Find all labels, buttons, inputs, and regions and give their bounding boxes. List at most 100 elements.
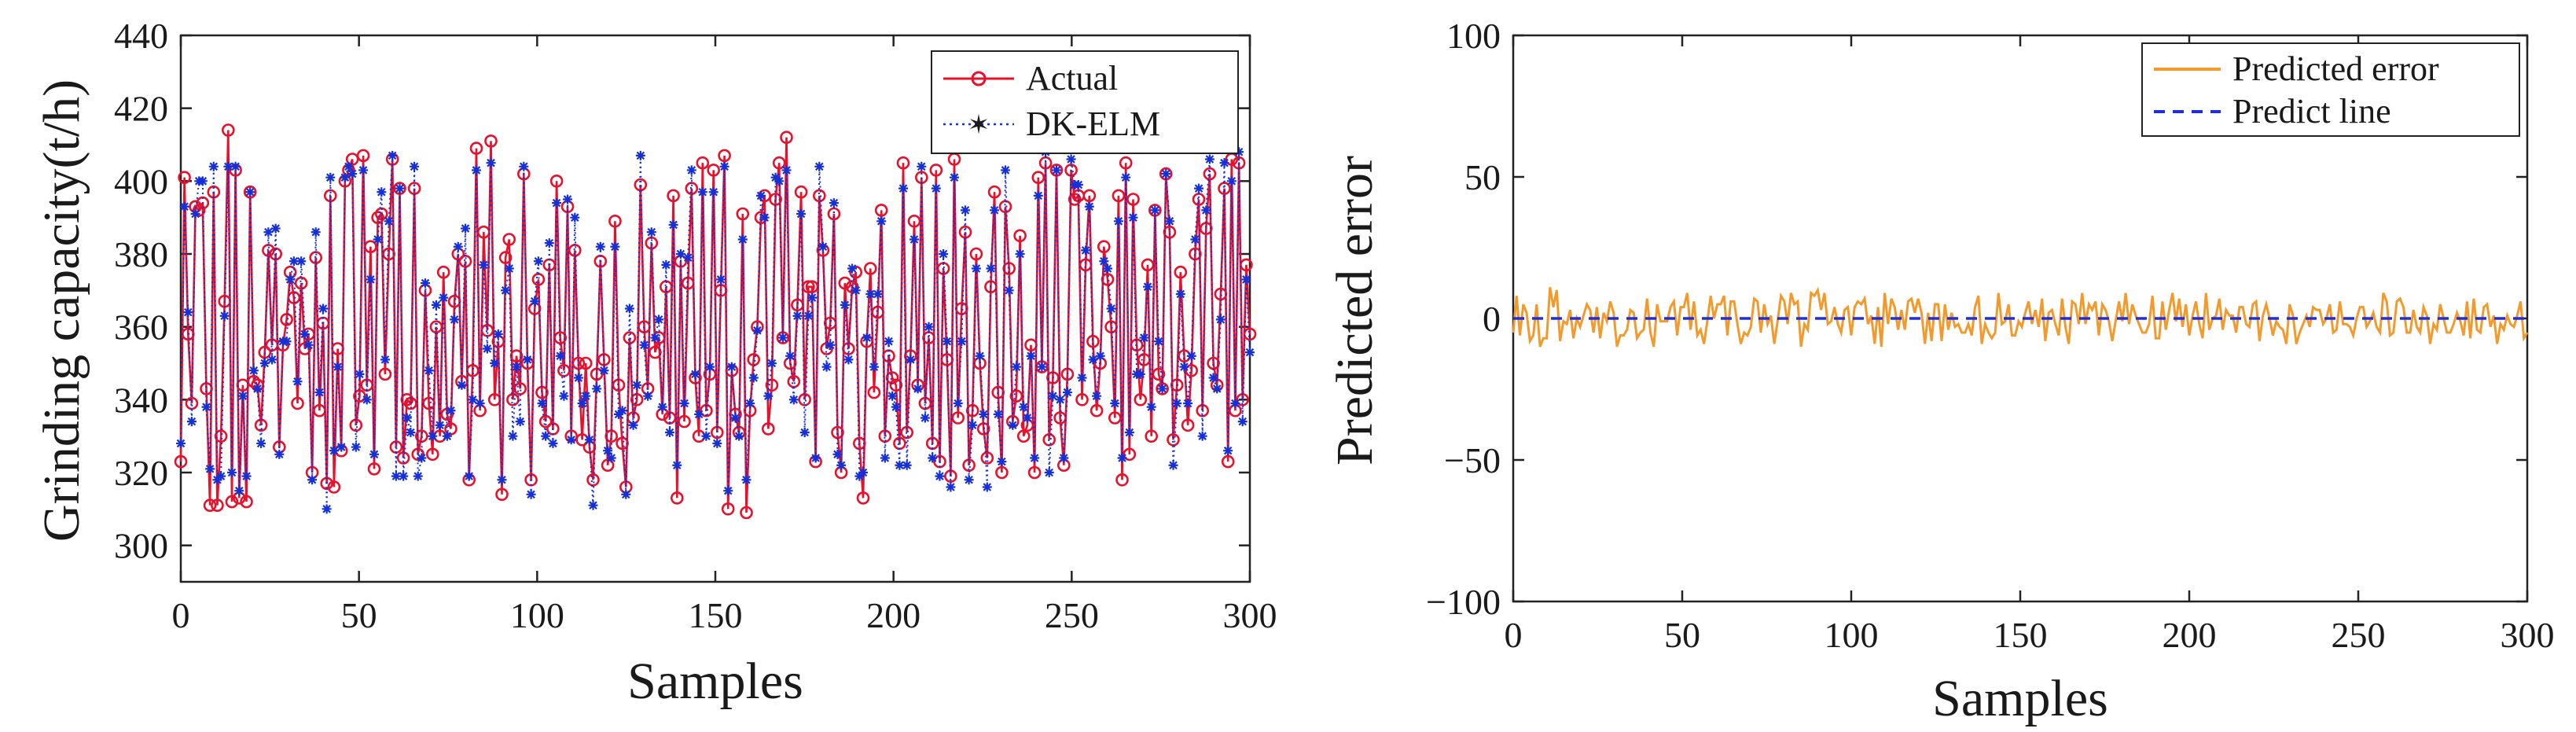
dk-elm-point <box>599 366 609 376</box>
left-ytick-label: 320 <box>114 453 168 493</box>
dk-elm-point <box>1128 212 1138 223</box>
dk-elm-point <box>530 296 540 307</box>
actual-point <box>436 265 450 279</box>
dk-elm-point <box>439 292 449 303</box>
dk-elm-point <box>464 471 474 481</box>
dk-elm-point <box>825 340 836 350</box>
actual-point <box>649 345 662 359</box>
right-ytick-label: 100 <box>1446 16 1501 56</box>
actual-point <box>214 429 228 443</box>
dk-elm-point <box>766 359 777 368</box>
actual-point <box>787 374 801 388</box>
actual-point <box>1163 225 1177 239</box>
legend-actual-label: Actual <box>1026 59 1118 97</box>
dk-elm-point <box>788 395 799 405</box>
dk-elm-point <box>226 468 237 477</box>
dk-elm-point <box>679 398 689 408</box>
dk-elm-point <box>1201 205 1211 215</box>
dk-elm-point <box>223 161 233 171</box>
dk-elm-point <box>296 256 307 267</box>
left-legend-box <box>931 50 1239 154</box>
dk-elm-point <box>533 256 543 267</box>
dk-elm-point <box>887 391 898 401</box>
dk-elm-point <box>1164 216 1174 226</box>
dk-elm-point <box>624 303 634 314</box>
dk-elm-point <box>493 329 503 339</box>
dk-elm-point <box>336 442 347 452</box>
actual-point <box>371 211 384 225</box>
dk-elm-point <box>186 417 197 427</box>
dk-elm-point <box>413 471 423 481</box>
actual-point <box>987 185 1001 199</box>
dk-elm-point <box>777 333 788 343</box>
dk-elm-point <box>1168 460 1178 470</box>
dk-elm-point <box>829 198 839 208</box>
actual-point <box>200 382 213 395</box>
actual-point <box>498 251 513 264</box>
dk-elm-point <box>588 500 598 510</box>
right-ytick-label: −100 <box>1426 582 1501 622</box>
actual-point <box>980 451 994 465</box>
dk-elm-point <box>1208 373 1218 383</box>
dk-elm-point <box>1161 169 1171 179</box>
dk-elm-point <box>395 183 405 193</box>
dk-elm-point <box>1226 176 1237 186</box>
dk-elm-point <box>920 413 930 423</box>
dk-elm-point <box>964 475 974 485</box>
dk-elm-point <box>406 428 416 438</box>
actual-point <box>447 294 461 308</box>
dk-elm-point <box>891 402 901 412</box>
actual-point <box>280 313 293 326</box>
actual-point <box>995 465 1009 480</box>
dk-elm-point <box>329 446 339 456</box>
dk-elm-point <box>322 504 332 514</box>
dk-elm-point <box>201 402 211 412</box>
dk-elm-point <box>621 489 631 499</box>
dk-elm-point <box>307 475 318 485</box>
dk-elm-point <box>1237 417 1248 427</box>
actual-point <box>608 214 622 228</box>
dk-elm-point <box>697 187 707 197</box>
right-legend: Predicted error Predict line <box>2141 42 2520 137</box>
dk-elm-point <box>810 453 821 463</box>
actual-point <box>400 392 414 406</box>
actual-point <box>364 240 377 254</box>
dk-elm-point <box>205 464 215 474</box>
dk-elm-point <box>519 161 529 171</box>
dk-elm-point <box>968 420 978 430</box>
dk-elm-point <box>318 303 329 314</box>
dk-elm-point <box>230 161 241 171</box>
dk-elm-point <box>1037 362 1047 372</box>
actual-point <box>856 491 870 505</box>
dk-elm-point <box>785 351 796 361</box>
dk-elm-point <box>650 333 660 343</box>
dk-elm-point <box>435 420 445 430</box>
right-xtick-label: 0 <box>1505 615 1523 655</box>
dk-elm-point <box>299 329 310 339</box>
actual-point <box>1119 156 1133 170</box>
dk-elm-point <box>380 355 390 365</box>
dk-elm-point <box>402 413 412 423</box>
actual-point <box>378 367 392 381</box>
actual-point <box>221 123 235 137</box>
dk-elm-point <box>924 322 934 332</box>
actual-point <box>670 491 684 505</box>
actual-point <box>1221 454 1235 469</box>
dk-elm-point <box>552 198 562 208</box>
dk-elm-point <box>734 431 744 441</box>
dk-elm-point <box>953 398 963 408</box>
dk-elm-point <box>884 337 894 347</box>
dk-elm-point <box>541 431 551 441</box>
dk-elm-point <box>388 150 398 160</box>
actual-point <box>1075 392 1089 406</box>
actual-point <box>820 342 833 355</box>
actual-point <box>707 164 721 177</box>
dk-elm-point <box>657 402 667 412</box>
dk-elm-point <box>1048 391 1058 401</box>
actual-point <box>254 418 268 432</box>
dk-elm-point <box>292 377 303 387</box>
dk-elm-point <box>288 256 299 267</box>
actual-point <box>907 214 921 228</box>
dk-elm-point <box>942 337 952 347</box>
right-ylabel: Predicted error <box>1326 156 1384 465</box>
